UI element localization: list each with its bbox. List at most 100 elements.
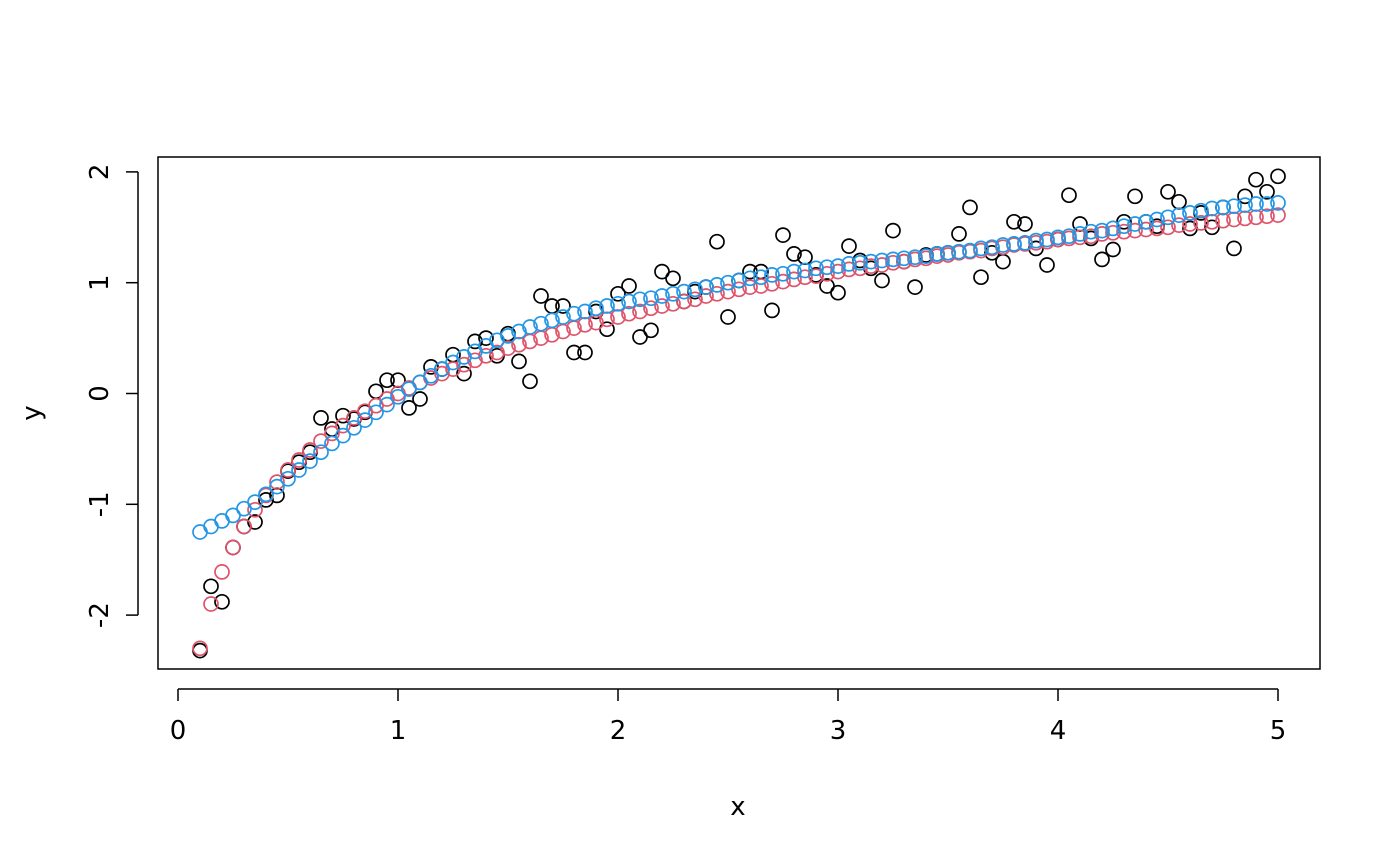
data-point — [874, 272, 890, 289]
data-point — [346, 419, 362, 436]
data-point — [214, 564, 230, 580]
data-point — [313, 444, 329, 461]
x-axis-title: x — [730, 792, 745, 822]
data-point — [478, 330, 494, 346]
data-point — [654, 288, 670, 304]
data-point — [269, 474, 285, 490]
series-1 — [192, 207, 1286, 657]
data-point — [566, 305, 582, 322]
data-point — [1248, 196, 1264, 212]
data-point — [830, 263, 846, 280]
data-point — [489, 332, 505, 349]
y-tick-label: -1 — [85, 491, 115, 517]
data-point — [500, 340, 516, 356]
data-point — [874, 252, 890, 269]
data-point — [390, 388, 406, 405]
data-point — [467, 333, 483, 350]
data-point — [225, 539, 241, 556]
y-tick-label: 1 — [85, 274, 115, 291]
data-point — [1039, 231, 1055, 248]
data-point — [984, 239, 1000, 256]
data-point — [830, 258, 846, 274]
data-point — [610, 285, 626, 302]
data-point — [709, 277, 725, 293]
data-point — [764, 267, 780, 283]
data-point — [775, 227, 791, 243]
data-point — [1017, 216, 1033, 232]
x-tick-label: 3 — [830, 716, 847, 746]
data-point — [555, 309, 571, 325]
data-point — [753, 278, 769, 294]
data-point — [335, 407, 351, 424]
data-point — [478, 347, 494, 364]
data-point — [1171, 193, 1187, 210]
data-point — [1105, 220, 1121, 237]
data-point — [379, 396, 395, 413]
data-point — [720, 274, 736, 291]
y-tick-label: 0 — [85, 385, 115, 402]
data-point — [1237, 188, 1253, 205]
data-point — [610, 295, 626, 312]
data-point — [1149, 211, 1165, 228]
data-point — [962, 242, 978, 259]
x-tick-label: 5 — [1270, 716, 1287, 746]
data-point — [412, 391, 428, 407]
data-point — [1094, 251, 1110, 268]
data-point — [1193, 215, 1209, 231]
data-point — [1006, 236, 1022, 252]
data-point — [731, 272, 747, 289]
data-point — [1127, 188, 1143, 205]
data-point — [324, 435, 340, 452]
data-point — [467, 352, 483, 369]
data-point — [401, 400, 417, 416]
data-point — [654, 298, 670, 314]
data-point — [1270, 207, 1286, 223]
data-point — [247, 501, 263, 518]
data-point — [621, 278, 637, 294]
data-point — [258, 492, 274, 508]
data-point — [786, 263, 802, 280]
data-point — [643, 322, 659, 339]
data-point — [522, 319, 538, 335]
data-point — [632, 303, 648, 320]
data-point — [1072, 226, 1088, 242]
data-point — [1270, 195, 1286, 211]
data-point — [1160, 209, 1176, 226]
data-point — [1061, 228, 1077, 245]
data-point — [918, 248, 934, 264]
data-point — [1160, 219, 1176, 236]
data-point — [566, 344, 582, 361]
data-point — [852, 254, 868, 271]
data-point — [1094, 222, 1110, 239]
data-point — [280, 462, 296, 478]
data-point — [632, 291, 648, 308]
data-point — [1138, 213, 1154, 230]
data-point — [1050, 229, 1066, 246]
data-point — [753, 269, 769, 286]
data-point — [841, 238, 857, 254]
data-point — [665, 270, 681, 287]
data-point — [896, 250, 912, 267]
data-point — [302, 442, 318, 458]
data-point — [1226, 198, 1242, 215]
data-point — [907, 249, 923, 266]
data-point — [335, 427, 351, 444]
data-point — [500, 328, 516, 344]
data-point — [203, 518, 219, 535]
data-point — [236, 518, 252, 535]
data-point — [687, 291, 703, 308]
data-point — [313, 410, 329, 426]
data-point — [247, 494, 263, 510]
data-point — [511, 353, 527, 370]
data-point — [1116, 223, 1132, 240]
data-point — [621, 293, 637, 310]
data-point — [764, 302, 780, 319]
data-point — [951, 243, 967, 260]
data-point — [698, 279, 714, 295]
data-point — [269, 478, 285, 495]
data-point — [577, 303, 593, 320]
data-point — [1193, 202, 1209, 219]
data-point — [830, 284, 846, 301]
data-point — [1083, 223, 1099, 240]
data-point — [357, 412, 373, 428]
